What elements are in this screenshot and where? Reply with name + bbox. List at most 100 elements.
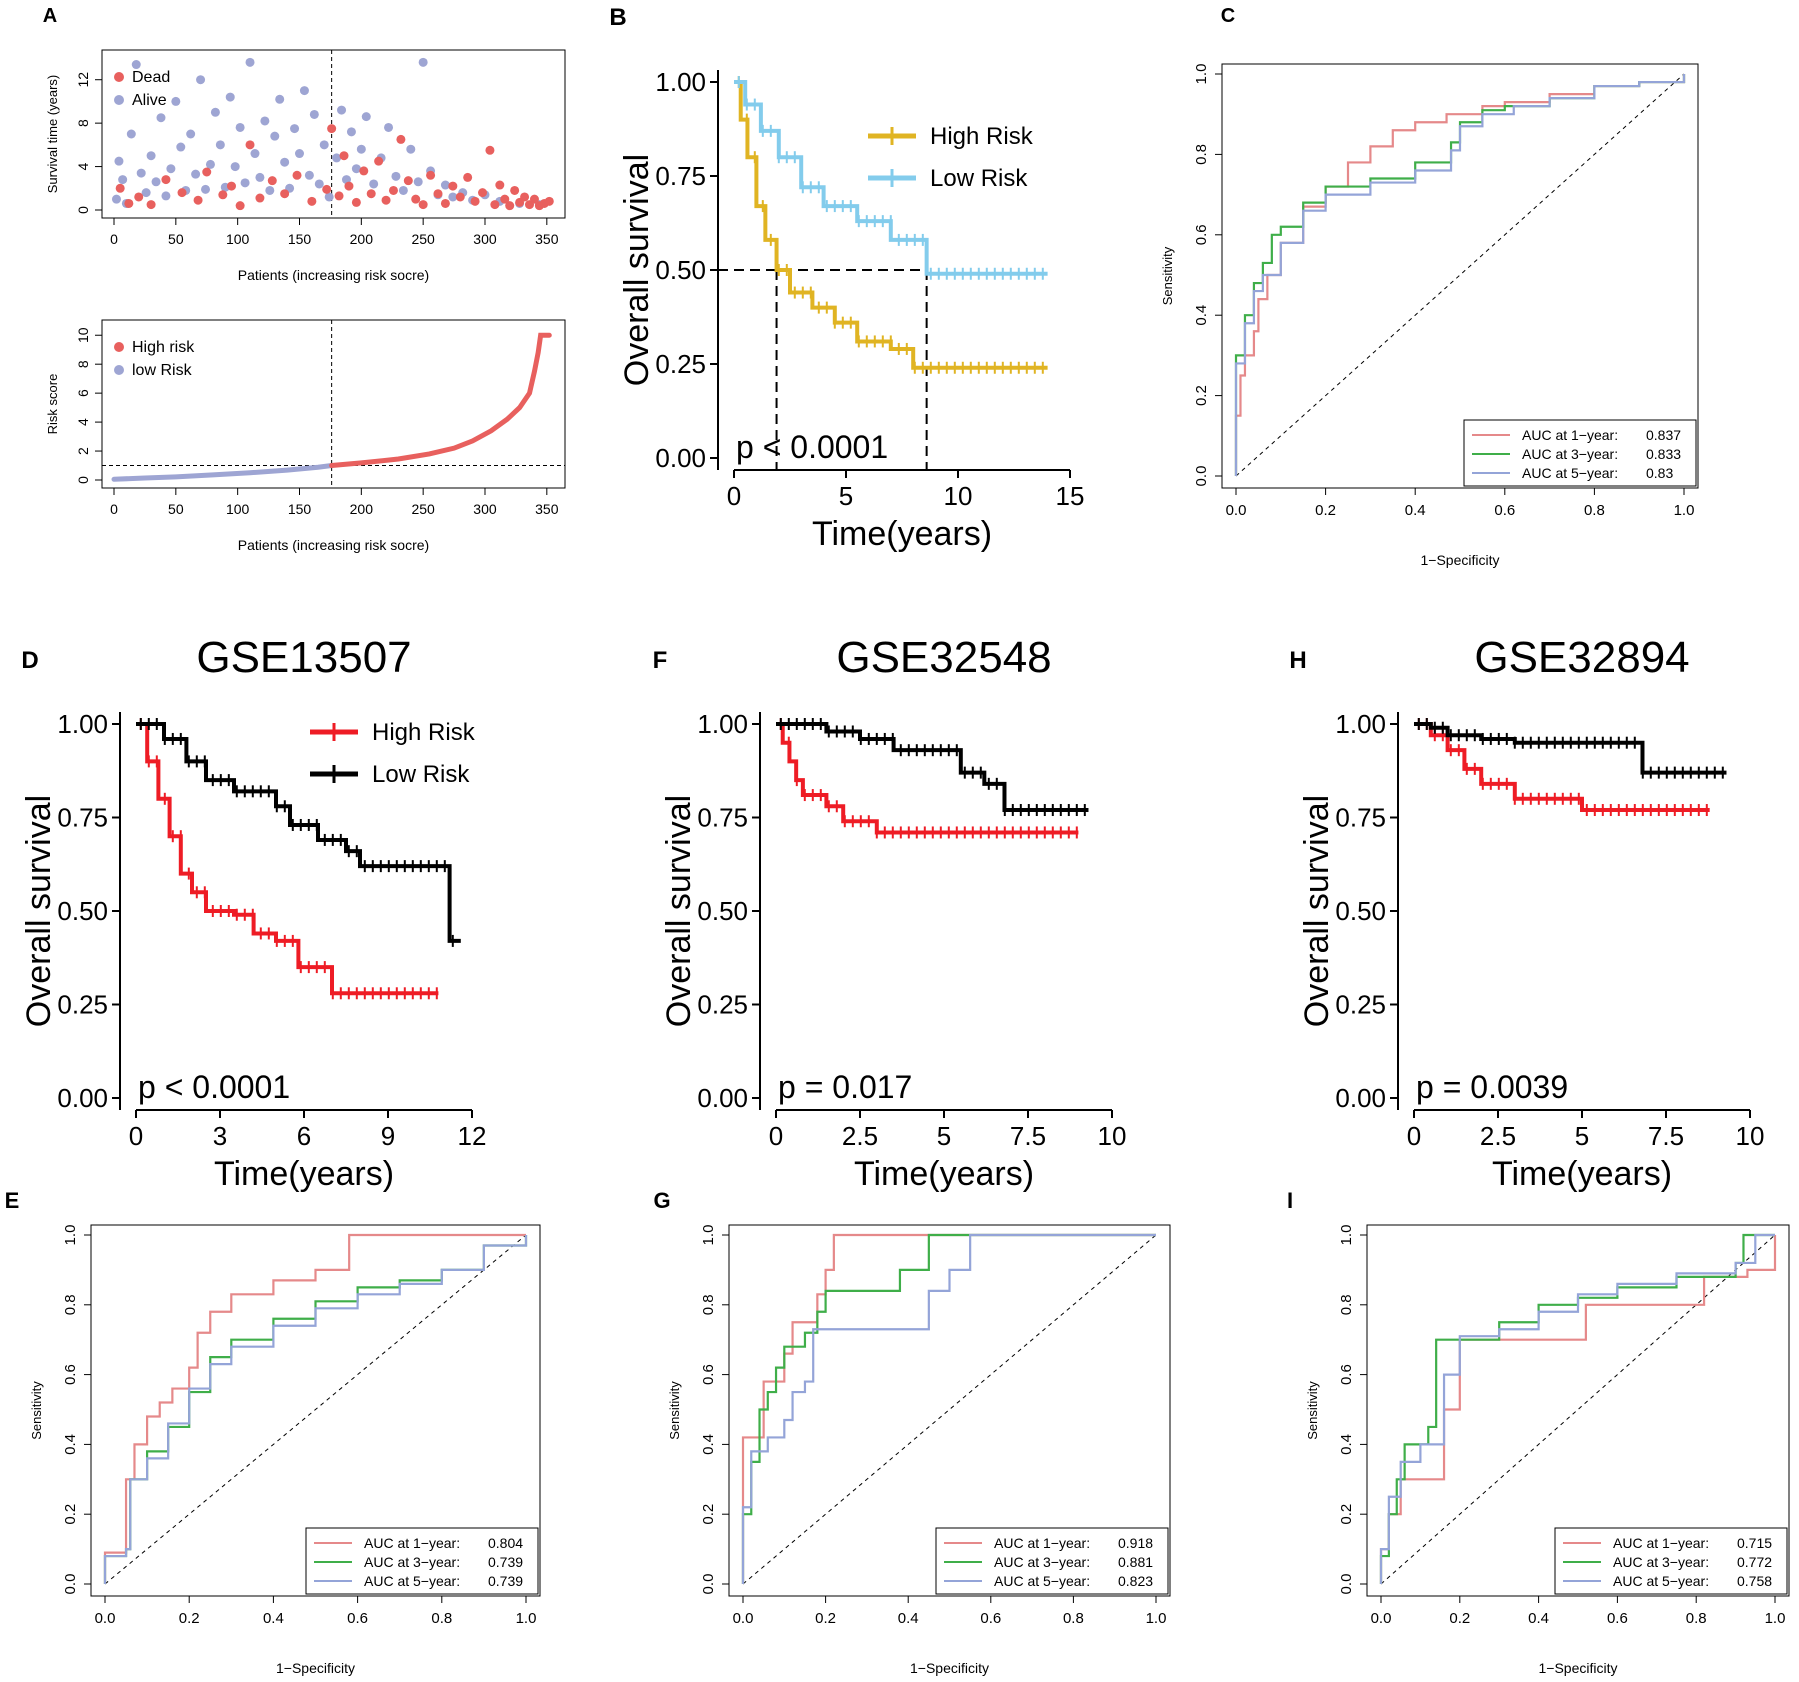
dead-point bbox=[292, 170, 302, 180]
panel-label-f: F bbox=[653, 647, 668, 674]
x-tick-label-e: 1.0 bbox=[516, 1610, 537, 1627]
y-tick-label-e: 0.2 bbox=[62, 1504, 79, 1525]
dead-point bbox=[433, 189, 443, 199]
x-axis-label-a2: Patients (increasing risk socre) bbox=[238, 537, 429, 553]
y-tick-label-c: 0.2 bbox=[1193, 385, 1210, 406]
x-tick-label-c: 0.2 bbox=[1315, 502, 1336, 519]
y-tick-label-g: 0.2 bbox=[700, 1504, 717, 1525]
x-tick-label-b: 0 bbox=[727, 481, 741, 511]
x-tick-label-f: 2.5 bbox=[842, 1121, 878, 1151]
panel-label-d: D bbox=[21, 647, 38, 674]
dead-point bbox=[307, 196, 317, 206]
alive-point bbox=[309, 109, 319, 119]
dead-point bbox=[426, 170, 436, 180]
auc-value-3yr-g: 0.881 bbox=[1118, 1554, 1153, 1570]
x-tick-label-c: 0.8 bbox=[1584, 502, 1605, 519]
legend-label-1yr-c: AUC at 1−year: bbox=[1522, 427, 1618, 443]
alive-point bbox=[448, 192, 458, 202]
x-tick-label-a2: 150 bbox=[288, 501, 312, 517]
alive-point bbox=[126, 129, 136, 139]
legend-label-high-risk-d: High Risk bbox=[372, 719, 476, 746]
x-tick-label-a1: 250 bbox=[411, 231, 435, 247]
y-axis-label-d: Overall survival bbox=[20, 795, 58, 1027]
alive-point bbox=[304, 170, 314, 180]
x-tick-label-e: 0.8 bbox=[431, 1610, 452, 1627]
alive-point bbox=[131, 60, 141, 70]
legend-label-1yr-g: AUC at 1−year: bbox=[994, 1535, 1090, 1551]
x-tick-label-e: 0.0 bbox=[95, 1610, 116, 1627]
y-tick-label-e: 0.4 bbox=[62, 1434, 79, 1455]
alive-point bbox=[294, 149, 304, 159]
y-axis-label-a1: Survival time (years) bbox=[45, 75, 60, 193]
x-tick-label-a1: 150 bbox=[288, 231, 312, 247]
y-tick-label-g: 0.8 bbox=[700, 1294, 717, 1315]
dead-point bbox=[202, 167, 212, 177]
alive-point bbox=[280, 157, 290, 167]
auc-value-5yr-c: 0.83 bbox=[1646, 465, 1673, 481]
roc-curve-5yr-g bbox=[741, 1233, 1156, 1584]
y-tick-label-b: 0.00 bbox=[655, 443, 706, 473]
survival-curve-low-risk-h bbox=[1414, 722, 1727, 775]
legend-label-3yr-i: AUC at 3−year: bbox=[1613, 1554, 1709, 1570]
y-tick-label-h: 0.25 bbox=[1335, 990, 1386, 1020]
reference-diagonal-e bbox=[104, 1234, 527, 1585]
dead-point bbox=[440, 198, 450, 208]
legend-label-low-risk: low Risk bbox=[132, 362, 193, 379]
alive-point bbox=[201, 184, 211, 194]
x-tick-label-d: 3 bbox=[213, 1121, 227, 1151]
x-axis-label-g: 1−Specificity bbox=[910, 1660, 989, 1676]
alive-point bbox=[215, 140, 225, 150]
dead-point bbox=[403, 176, 413, 186]
alive-point bbox=[270, 131, 280, 141]
alive-point bbox=[332, 153, 342, 163]
chart-title-h: GSE32894 bbox=[1474, 633, 1689, 682]
legend-marker-low-risk bbox=[114, 365, 124, 375]
y-axis-label-i: Sensitivity bbox=[1305, 1381, 1320, 1440]
x-tick-label-h: 0 bbox=[1407, 1121, 1421, 1151]
p-value-d: p < 0.0001 bbox=[138, 1069, 290, 1105]
x-tick-label-a1: 50 bbox=[168, 231, 184, 247]
x-axis-label-d: Time(years) bbox=[214, 1155, 394, 1193]
dead-point bbox=[381, 195, 391, 205]
dead-point bbox=[267, 176, 277, 186]
dead-point bbox=[146, 200, 156, 210]
y-tick-label-a1: 4 bbox=[75, 162, 91, 170]
alive-point bbox=[351, 164, 361, 174]
alive-point bbox=[114, 156, 124, 166]
x-tick-label-h: 5 bbox=[1575, 1121, 1589, 1151]
survival-curve-low-risk-b bbox=[734, 80, 1048, 276]
auc-value-1yr-i: 0.715 bbox=[1737, 1535, 1772, 1551]
auc-value-3yr-i: 0.772 bbox=[1737, 1554, 1772, 1570]
y-tick-label-i: 0.4 bbox=[1338, 1434, 1355, 1455]
p-value-b: p < 0.0001 bbox=[736, 429, 888, 465]
x-tick-label-i: 0.0 bbox=[1371, 1610, 1392, 1627]
x-axis-label-h: Time(years) bbox=[1492, 1155, 1672, 1193]
y-tick-label-a1: 12 bbox=[75, 72, 91, 88]
dead-point bbox=[235, 201, 245, 211]
dead-point bbox=[218, 190, 228, 200]
x-tick-label-a1: 300 bbox=[473, 231, 497, 247]
legend-label-high-risk: High risk bbox=[132, 339, 195, 356]
legend-label-5yr-e: AUC at 5−year: bbox=[364, 1573, 460, 1589]
legend-marker-dead bbox=[114, 72, 124, 82]
x-tick-label-a2: 0 bbox=[110, 501, 118, 517]
y-tick-label-h: 1.00 bbox=[1335, 709, 1386, 739]
alive-point bbox=[225, 92, 235, 102]
alive-point bbox=[384, 122, 394, 132]
alive-point bbox=[196, 75, 206, 85]
y-tick-label-g: 0.4 bbox=[700, 1434, 717, 1455]
y-tick-label-h: 0.75 bbox=[1335, 803, 1386, 833]
y-tick-label-a1: 8 bbox=[75, 119, 91, 127]
dead-point bbox=[448, 181, 458, 191]
x-tick-label-g: 0.8 bbox=[1063, 1610, 1084, 1627]
y-tick-label-f: 0.75 bbox=[697, 803, 748, 833]
p-value-h: p = 0.0039 bbox=[1416, 1069, 1568, 1105]
y-tick-label-f: 1.00 bbox=[697, 709, 748, 739]
x-tick-label-e: 0.4 bbox=[263, 1610, 284, 1627]
legend-label-alive: Alive bbox=[132, 92, 167, 109]
panel-label-b: B bbox=[609, 4, 626, 31]
auc-value-1yr-c: 0.837 bbox=[1646, 427, 1681, 443]
legend-marker-high-risk bbox=[114, 342, 124, 352]
dead-point bbox=[327, 124, 337, 134]
x-tick-label-i: 0.8 bbox=[1686, 1610, 1707, 1627]
